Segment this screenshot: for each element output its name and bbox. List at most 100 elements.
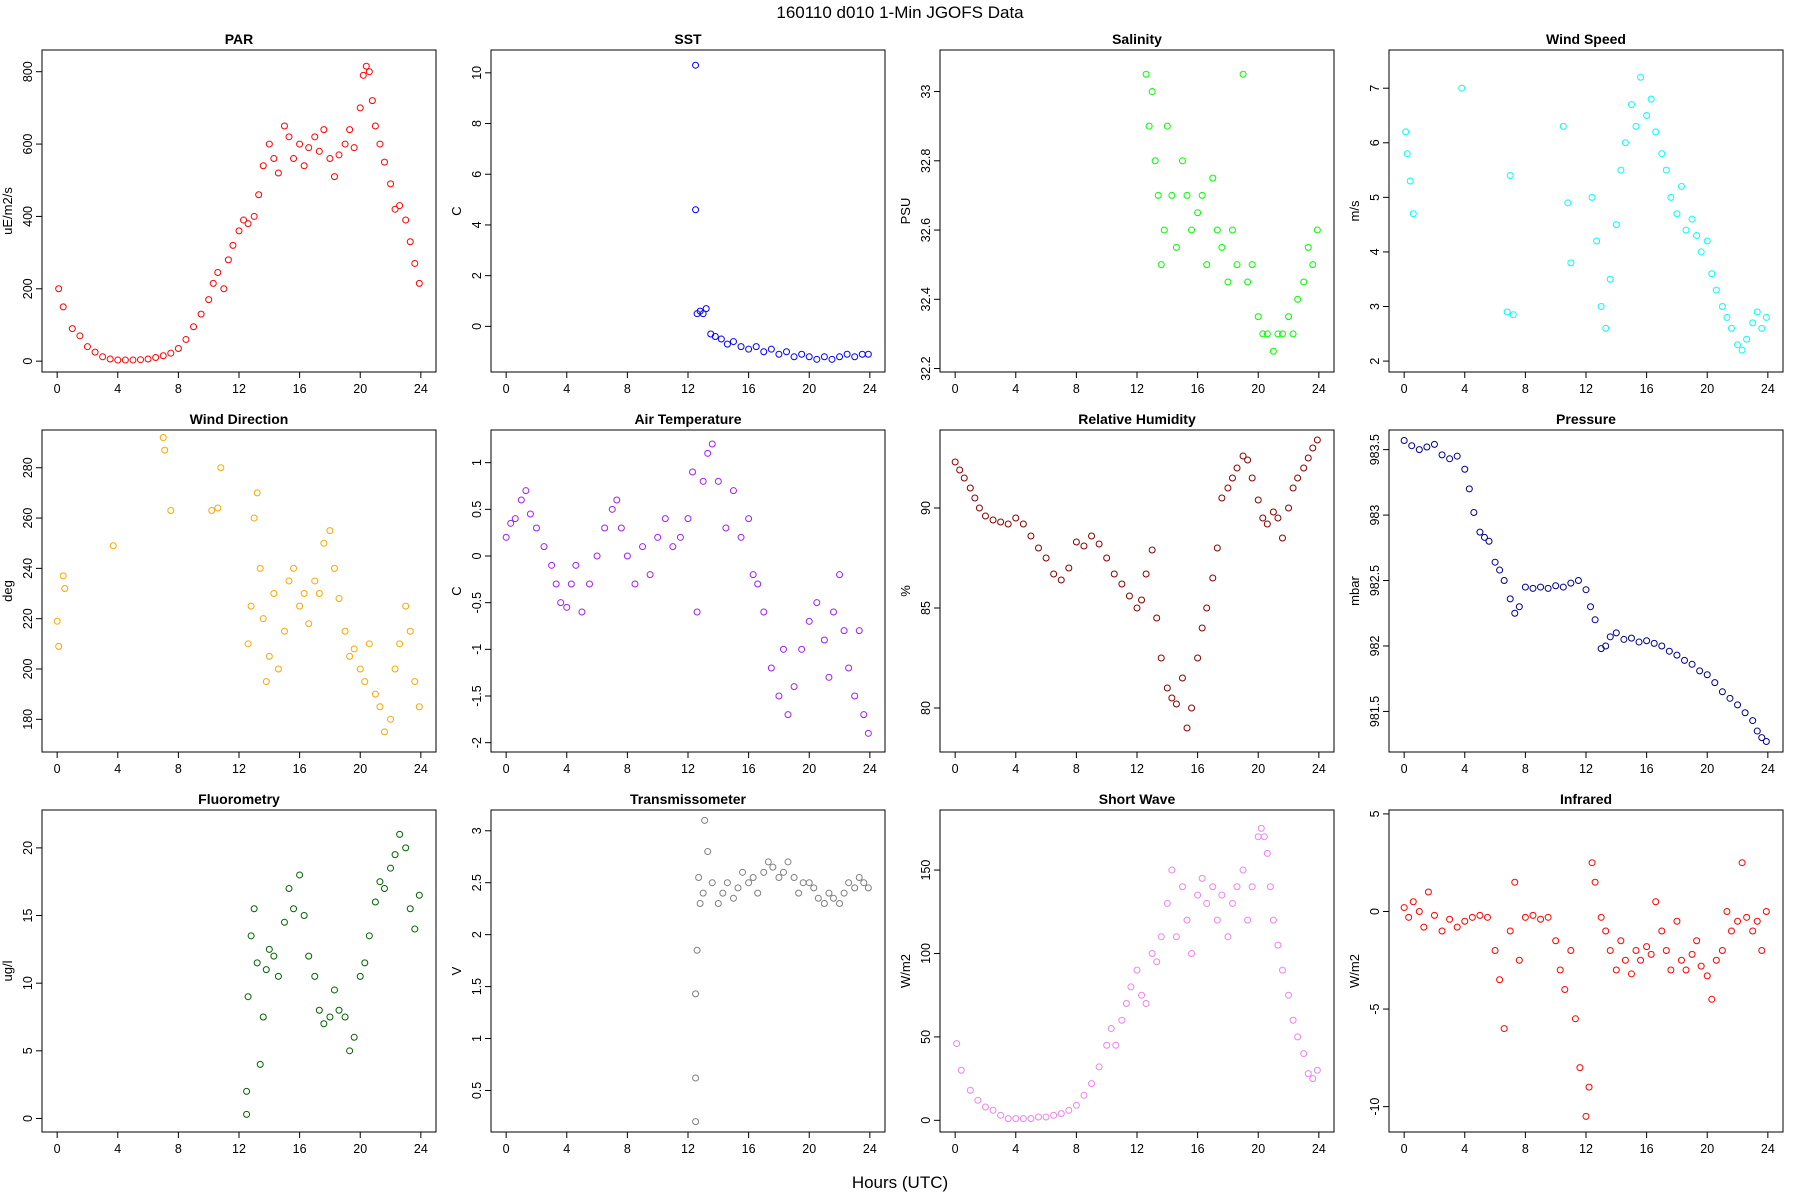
data-point [1723, 907, 1731, 915]
data-point [253, 959, 261, 967]
data-point [1500, 577, 1508, 585]
data-point [734, 884, 742, 892]
data-point [1503, 308, 1511, 316]
data-point [729, 487, 737, 495]
data-point [829, 608, 837, 616]
data-point [1403, 150, 1411, 158]
y-tick-label: 2 [470, 272, 484, 279]
data-point [737, 343, 745, 351]
data-point [402, 844, 410, 852]
data-point [361, 959, 369, 967]
data-point [356, 665, 364, 673]
data-point [1157, 261, 1165, 269]
data-point [1602, 324, 1610, 332]
data-point [114, 356, 122, 364]
data-point [1254, 833, 1262, 841]
data-point [1576, 1064, 1584, 1072]
data-point [1313, 436, 1321, 444]
data-point [209, 279, 217, 287]
data-point [1506, 595, 1514, 603]
data-point [676, 533, 684, 541]
data-point [805, 353, 813, 361]
data-point [997, 518, 1005, 526]
data-point [1027, 1115, 1035, 1123]
data-point [717, 335, 725, 343]
y-tick-label: 982 [1368, 636, 1382, 657]
y-axis-label: PSU [898, 198, 913, 225]
data-point [1652, 128, 1660, 136]
data-point [1209, 574, 1217, 582]
data-point [729, 338, 737, 346]
data-point [1278, 966, 1286, 974]
data-point [83, 343, 91, 351]
x-tick-label: 4 [563, 382, 570, 396]
x-tick-label: 24 [863, 762, 877, 776]
y-tick-label: 981.5 [1368, 696, 1382, 727]
x-tick-label: 16 [293, 382, 307, 396]
data-point [1632, 947, 1640, 955]
data-point [255, 191, 263, 199]
y-tick-label: 1 [470, 459, 484, 466]
data-point [346, 652, 354, 660]
data-point [259, 615, 267, 623]
data-point [1617, 937, 1625, 945]
data-point [167, 507, 175, 514]
data-point [1491, 947, 1499, 955]
data-point [1480, 533, 1488, 541]
y-tick-label: 32.6 [919, 218, 933, 242]
data-point [1677, 182, 1685, 190]
data-point [290, 155, 298, 163]
data-point [1662, 947, 1670, 955]
data-point [639, 543, 647, 551]
data-point [1476, 911, 1484, 919]
y-tick-label: 260 [21, 508, 35, 529]
data-point [368, 97, 376, 105]
data-point [1741, 709, 1749, 717]
data-point [1080, 542, 1088, 550]
data-point [1697, 962, 1705, 970]
data-point [1019, 1115, 1027, 1123]
plot-frame [490, 429, 886, 753]
data-point [1420, 923, 1428, 931]
x-tick-label: 0 [54, 1142, 61, 1156]
data-point [1163, 122, 1171, 130]
y-tick-label: 20 [21, 841, 35, 855]
data-point [362, 62, 370, 70]
data-point [330, 173, 338, 181]
data-point [820, 353, 828, 361]
data-point [1681, 656, 1688, 664]
data-point [1218, 891, 1226, 899]
data-point [315, 1006, 323, 1014]
data-point [280, 627, 288, 635]
data-point [270, 952, 278, 960]
y-tick-label: 983.5 [1368, 434, 1382, 465]
y-tick-label: 0 [1368, 908, 1382, 915]
x-tick-label: 20 [1700, 382, 1714, 396]
data-point [764, 858, 772, 866]
data-point [296, 602, 304, 610]
data-point [396, 202, 404, 210]
data-point [1172, 243, 1180, 251]
x-tick-label: 8 [175, 382, 182, 396]
data-point [805, 879, 813, 887]
data-point [1194, 209, 1202, 217]
data-point [53, 617, 61, 625]
data-point [708, 879, 716, 887]
data-point [1157, 933, 1165, 941]
data-point [617, 524, 625, 532]
x-tick-label: 4 [114, 1142, 121, 1156]
data-point [259, 162, 267, 170]
data-point [864, 729, 872, 737]
plot-frame [1388, 429, 1784, 753]
data-point [760, 868, 768, 876]
panel-title: Infrared [1560, 791, 1612, 807]
data-point [311, 972, 319, 980]
data-point [305, 144, 313, 152]
data-point [1259, 330, 1267, 338]
data-point [411, 678, 419, 686]
data-point [1244, 456, 1252, 464]
data-point [1213, 544, 1221, 552]
x-tick-label: 20 [1251, 762, 1265, 776]
data-point [540, 543, 548, 551]
